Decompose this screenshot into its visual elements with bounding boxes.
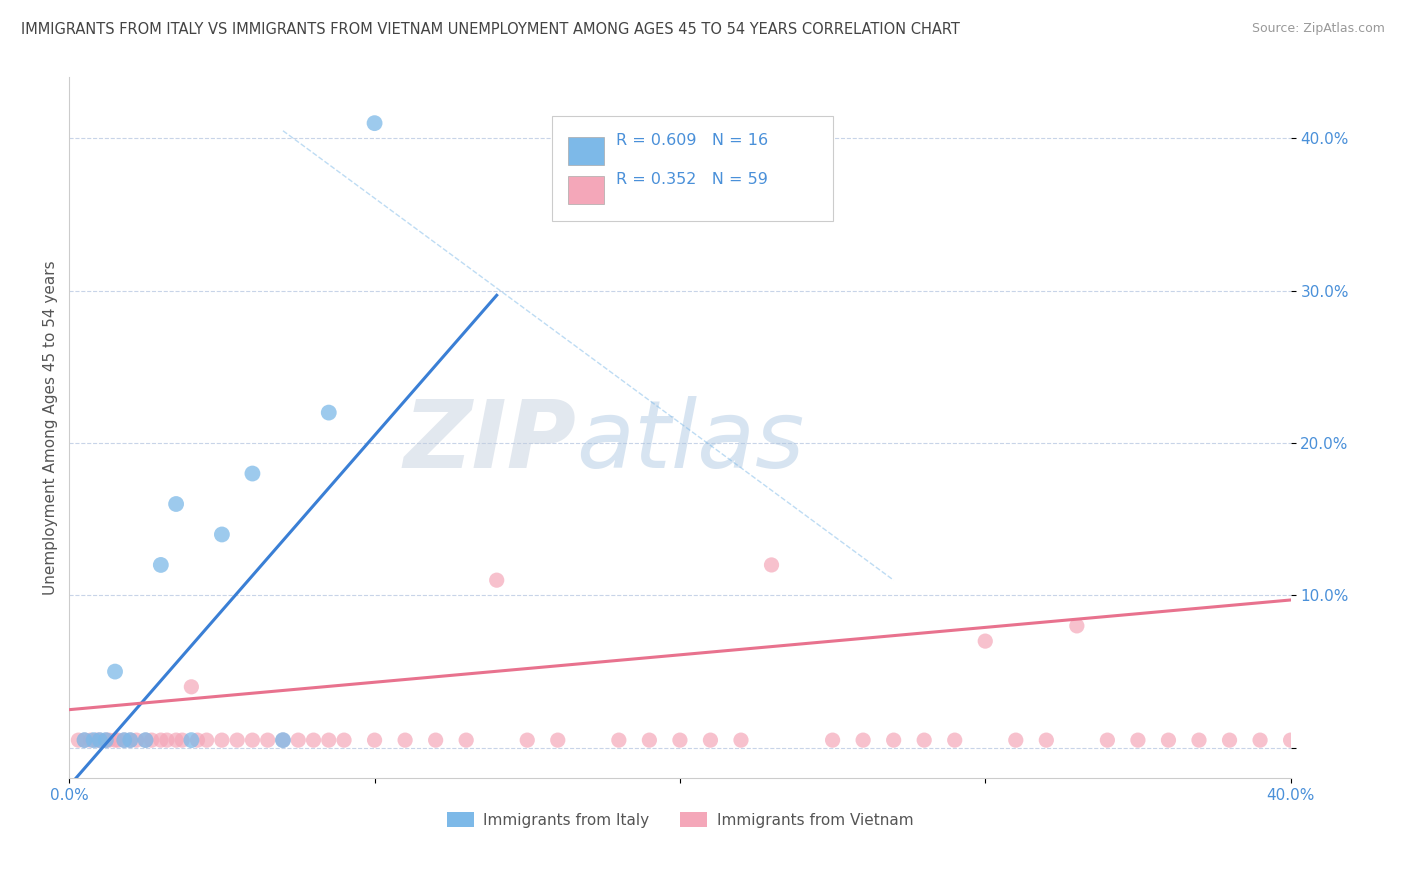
Point — [120, 733, 142, 747]
Point — [180, 733, 202, 747]
Point — [211, 527, 233, 541]
Point — [135, 733, 157, 747]
Point — [112, 733, 135, 747]
Point — [271, 733, 294, 747]
Text: IMMIGRANTS FROM ITALY VS IMMIGRANTS FROM VIETNAM UNEMPLOYMENT AMONG AGES 45 TO 5: IMMIGRANTS FROM ITALY VS IMMIGRANTS FROM… — [21, 22, 960, 37]
Point — [363, 116, 385, 130]
Point — [1035, 733, 1057, 747]
Point — [547, 733, 569, 747]
Y-axis label: Unemployment Among Ages 45 to 54 years: Unemployment Among Ages 45 to 54 years — [44, 260, 58, 595]
Point — [172, 733, 194, 747]
Point — [73, 733, 96, 747]
Point — [1218, 733, 1240, 747]
Point — [363, 733, 385, 747]
Point — [83, 733, 105, 747]
Text: R = 0.609   N = 16: R = 0.609 N = 16 — [616, 133, 769, 148]
Point — [186, 733, 208, 747]
Point — [242, 733, 264, 747]
Point — [104, 733, 127, 747]
Point — [104, 665, 127, 679]
Point — [97, 733, 120, 747]
Point — [1126, 733, 1149, 747]
Text: Source: ZipAtlas.com: Source: ZipAtlas.com — [1251, 22, 1385, 36]
Point — [974, 634, 997, 648]
Point — [333, 733, 356, 747]
Point — [79, 733, 101, 747]
Point — [669, 733, 692, 747]
FancyBboxPatch shape — [551, 116, 832, 221]
Point — [141, 733, 163, 747]
Point — [943, 733, 966, 747]
Point — [242, 467, 264, 481]
Point — [821, 733, 844, 747]
Point — [165, 733, 187, 747]
Point — [318, 406, 340, 420]
Point — [638, 733, 661, 747]
Point — [699, 733, 721, 747]
Point — [1157, 733, 1180, 747]
Point — [607, 733, 630, 747]
Point — [226, 733, 249, 747]
Point — [287, 733, 309, 747]
Point — [86, 733, 108, 747]
Point — [149, 558, 172, 572]
Point — [89, 733, 111, 747]
Text: ZIP: ZIP — [404, 396, 576, 488]
Point — [94, 733, 117, 747]
Text: R = 0.352   N = 59: R = 0.352 N = 59 — [616, 171, 768, 186]
Point — [67, 733, 90, 747]
Point — [125, 733, 148, 747]
Point — [516, 733, 538, 747]
Point — [211, 733, 233, 747]
Point — [1066, 619, 1088, 633]
Point — [730, 733, 752, 747]
Point — [112, 733, 135, 747]
Point — [852, 733, 875, 747]
Text: atlas: atlas — [576, 396, 804, 487]
Point — [149, 733, 172, 747]
Point — [120, 733, 142, 747]
Point — [107, 733, 129, 747]
Legend: Immigrants from Italy, Immigrants from Vietnam: Immigrants from Italy, Immigrants from V… — [440, 805, 920, 834]
Point — [1279, 733, 1302, 747]
Point — [256, 733, 278, 747]
Point — [73, 733, 96, 747]
Point — [156, 733, 179, 747]
Point — [89, 733, 111, 747]
Point — [485, 573, 508, 587]
Point — [761, 558, 783, 572]
Point — [1249, 733, 1271, 747]
Point — [318, 733, 340, 747]
Point — [1188, 733, 1211, 747]
Point — [302, 733, 325, 747]
Point — [180, 680, 202, 694]
Point — [1004, 733, 1026, 747]
FancyBboxPatch shape — [568, 137, 605, 165]
Point — [1097, 733, 1119, 747]
Point — [912, 733, 935, 747]
Point — [165, 497, 187, 511]
Point — [456, 733, 478, 747]
Point — [883, 733, 905, 747]
Point — [394, 733, 416, 747]
Point — [195, 733, 218, 747]
Point — [271, 733, 294, 747]
Point — [425, 733, 447, 747]
FancyBboxPatch shape — [568, 176, 605, 203]
Point — [94, 733, 117, 747]
Point — [135, 733, 157, 747]
